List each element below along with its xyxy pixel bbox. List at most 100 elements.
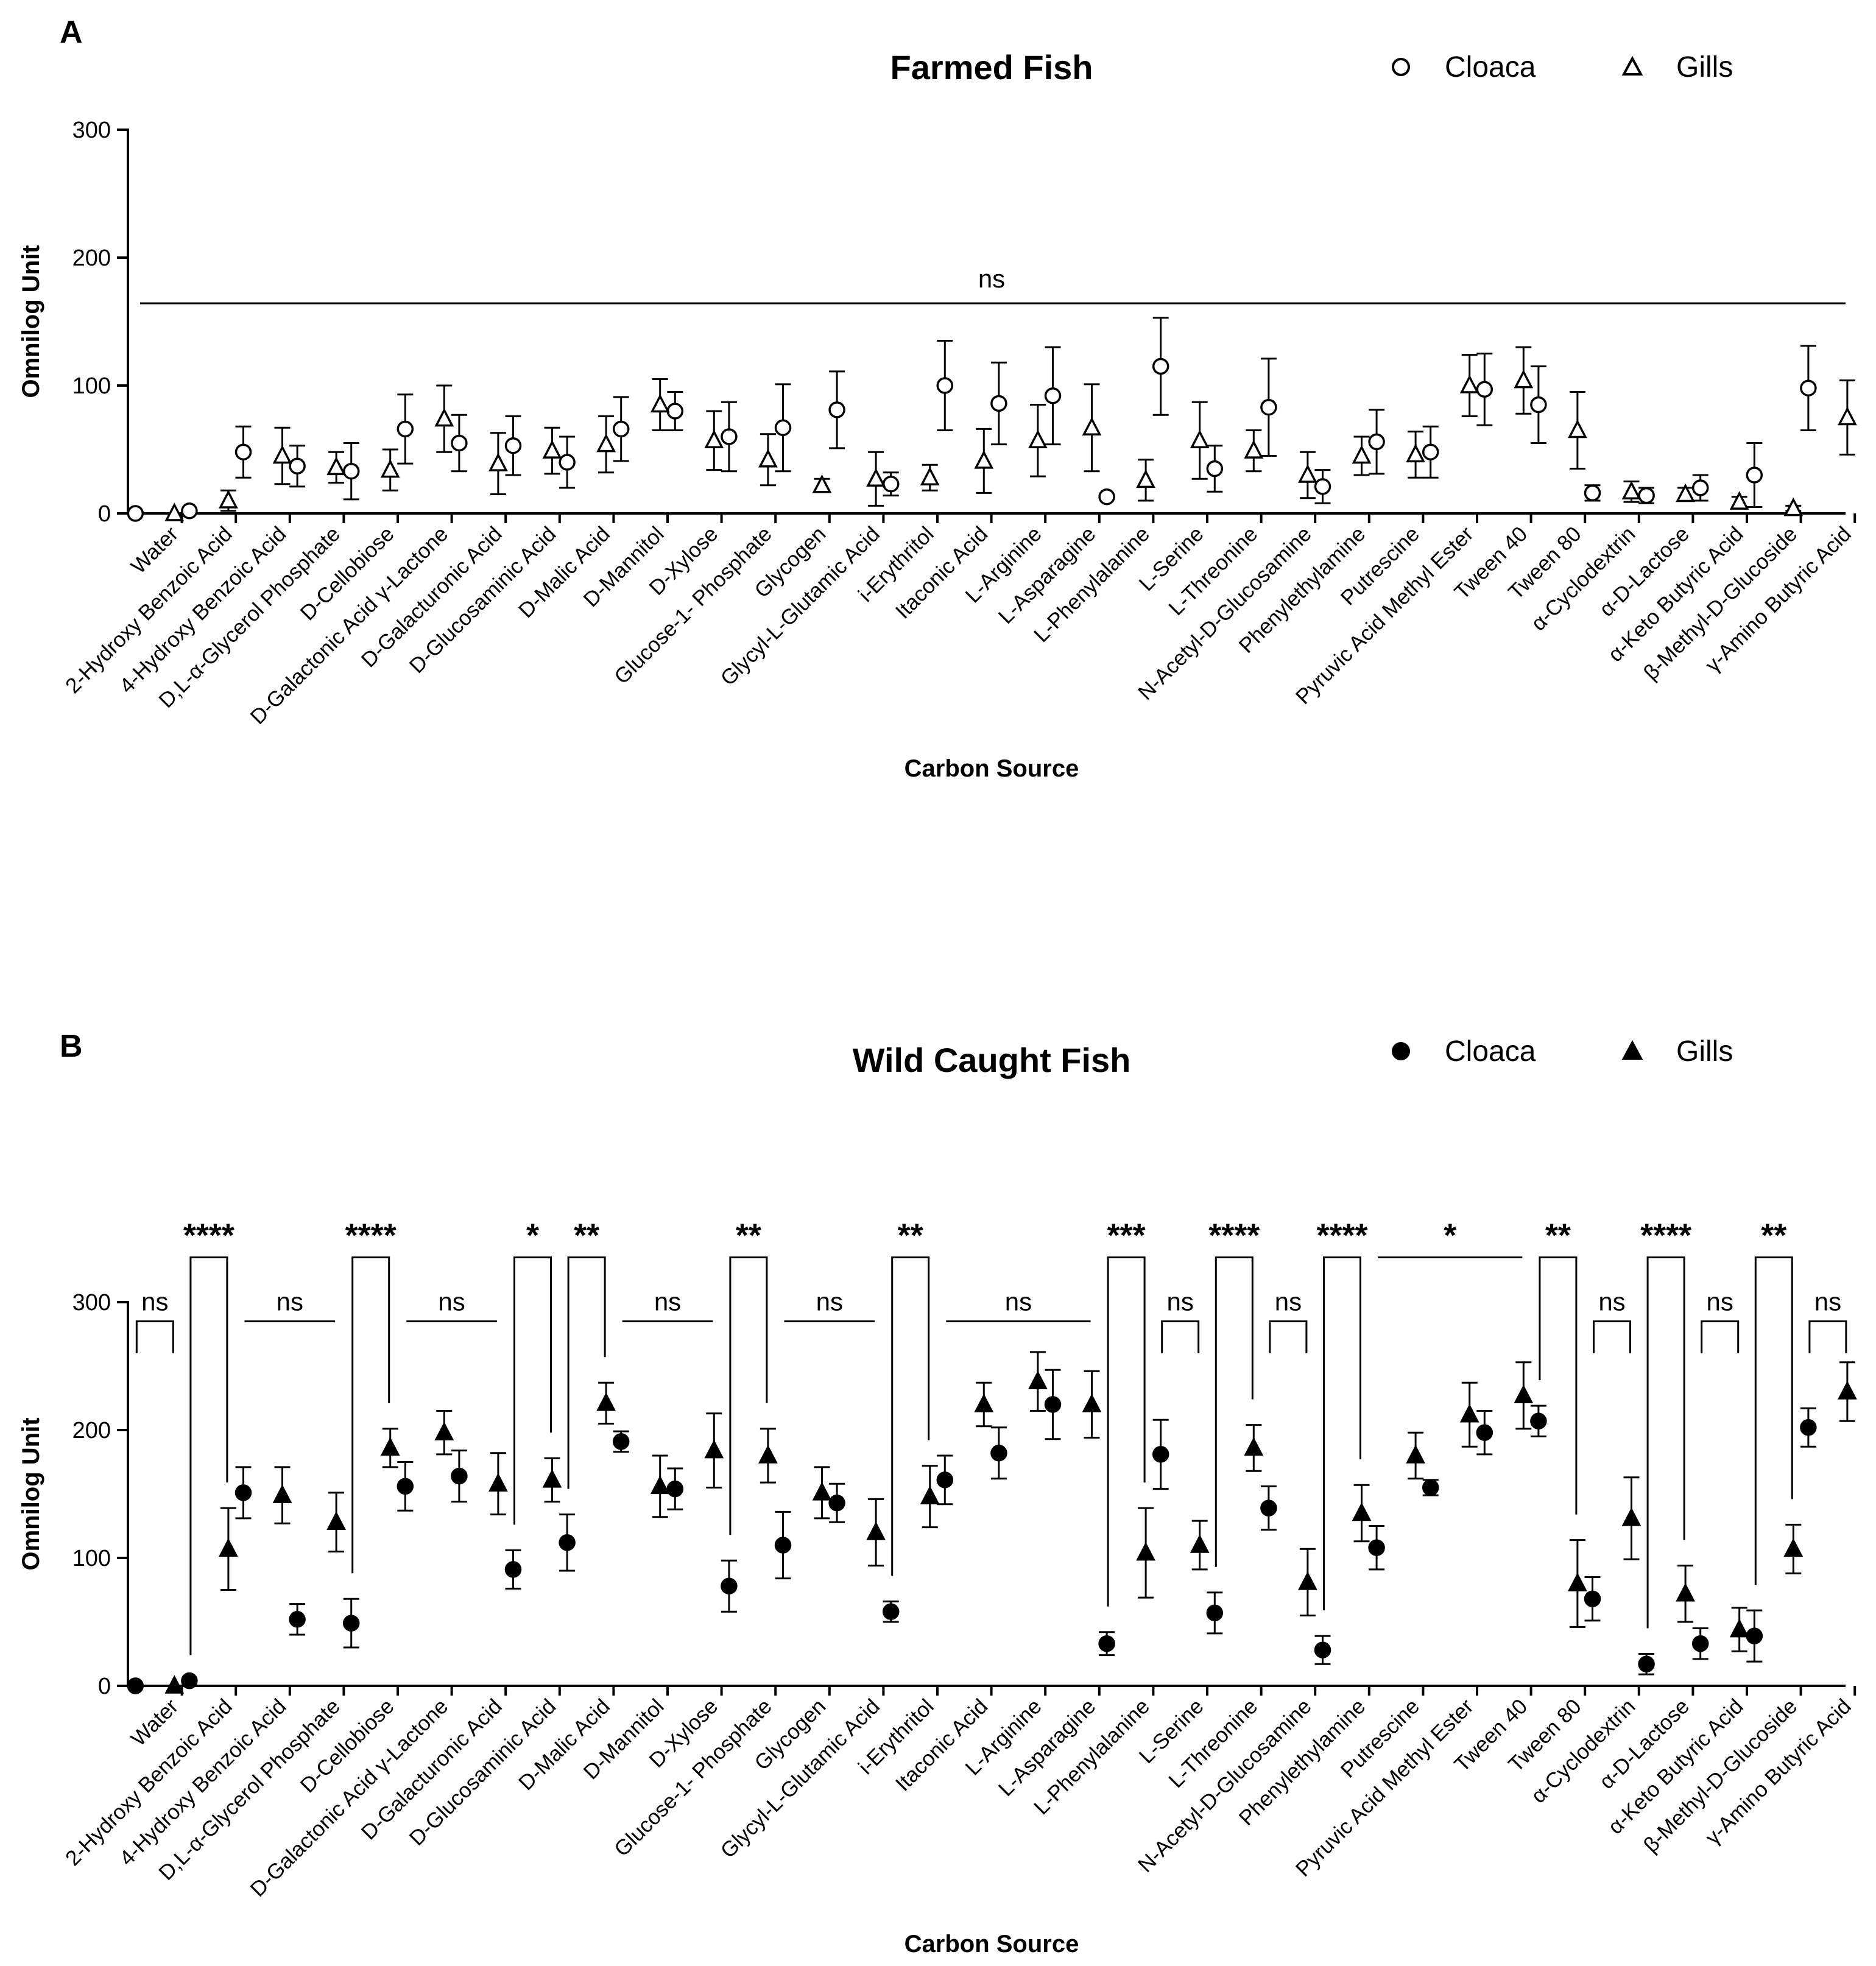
comparison-bracket: [1215, 1256, 1254, 1567]
comparison-bracket: [1161, 1320, 1200, 1353]
point-gills: [1136, 1541, 1155, 1561]
comparison-label: ns: [654, 1288, 681, 1316]
point-cloaca: [1206, 1604, 1224, 1622]
point-cloaca: [1476, 381, 1493, 398]
point-gills: [219, 490, 238, 509]
comparison-label: **: [1545, 1217, 1571, 1254]
legend-label-gills: Gills: [1676, 1035, 1733, 1068]
point-cloaca: [181, 1672, 198, 1689]
y-tick-label: 300: [72, 118, 111, 143]
comparison-bracket: [729, 1256, 768, 1535]
comparison: ns: [1808, 1288, 1847, 1353]
comparison: ****: [1208, 1217, 1260, 1567]
point-gills: [1298, 1571, 1317, 1590]
point-cloaca: [1691, 1635, 1709, 1652]
comparison-bracket: [1269, 1320, 1308, 1353]
comparison-label: *: [526, 1217, 539, 1254]
comparison-label: ns: [1814, 1288, 1841, 1316]
point-gills: [542, 1469, 562, 1488]
point-gills: [326, 456, 346, 476]
legend-marker-cloaca: [1392, 1042, 1410, 1060]
comparison-label: **: [574, 1217, 599, 1254]
x-tick-label: D-Galactonic Acid γ-Lactone: [245, 522, 453, 729]
point-gills: [1190, 1534, 1210, 1553]
panel-A: A Farmed Fish Cloaca Gills 0 100 200 300 Omnilog…: [18, 15, 1857, 782]
point-gills: [1729, 1618, 1749, 1638]
point-cloaca: [666, 403, 684, 420]
comparison-bracket: [891, 1256, 930, 1576]
point-gills: [164, 1675, 185, 1694]
point-cloaca: [774, 419, 792, 437]
comparison-label: ns: [1275, 1288, 1302, 1316]
comparison-bracket: [1701, 1320, 1740, 1353]
series-cloaca: [127, 317, 1817, 522]
point-cloaca: [612, 1433, 630, 1450]
legend: Cloaca Gills: [1392, 1035, 1733, 1068]
point-cloaca: [1530, 396, 1547, 414]
point-gills: [704, 1439, 724, 1459]
point-cloaca: [1800, 379, 1817, 396]
point-cloaca: [1206, 460, 1224, 477]
comparison-bracket: [351, 1256, 390, 1574]
point-gills: [542, 440, 562, 459]
point-cloaca: [1044, 1396, 1062, 1413]
comparison-label: ****: [183, 1217, 234, 1254]
point-gills: [812, 1482, 832, 1501]
point-gills: [1676, 483, 1695, 502]
comparison-bracket: [513, 1256, 552, 1525]
point-gills: [596, 1392, 616, 1411]
point-cloaca: [612, 420, 630, 438]
point-cloaca: [1152, 358, 1169, 375]
y-tick-label: 0: [98, 1674, 111, 1699]
comparison-label: ****: [1208, 1217, 1260, 1254]
point-cloaca: [1368, 433, 1385, 451]
point-cloaca: [1584, 484, 1601, 502]
comparison: ns: [622, 1288, 713, 1322]
comparison-bracket: [1754, 1256, 1793, 1585]
point-gills: [974, 450, 994, 469]
point-gills: [650, 393, 670, 413]
point-cloaca: [1098, 488, 1115, 506]
panel-letter: B: [60, 1029, 83, 1064]
point-cloaca: [127, 505, 144, 522]
legend-label-cloaca: Cloaca: [1445, 1035, 1536, 1068]
point-gills: [1838, 406, 1857, 426]
comparison: *: [513, 1217, 552, 1525]
x-tick-label: D-Cellobiose: [295, 522, 398, 625]
point-cloaca: [289, 1611, 306, 1628]
point-cloaca: [1368, 1539, 1385, 1556]
legend: Cloaca Gills: [1392, 51, 1733, 83]
point-cloaca: [1098, 1635, 1115, 1652]
comparison-bracket: [1646, 1256, 1685, 1629]
point-cloaca: [774, 1537, 792, 1554]
point-gills: [380, 1437, 400, 1456]
point-gills: [812, 474, 832, 493]
point-cloaca: [1260, 1499, 1277, 1517]
point-cloaca: [828, 401, 845, 418]
point-cloaca: [882, 1603, 900, 1620]
comparison: **: [1539, 1217, 1578, 1515]
point-cloaca: [127, 1677, 144, 1694]
point-gills: [1244, 1437, 1264, 1456]
comparison-label: ns: [438, 1288, 465, 1316]
point-cloaca: [721, 1577, 738, 1594]
panel-letter: A: [60, 15, 83, 50]
comparison-bracket: [1107, 1256, 1146, 1607]
comparison-bracket: [135, 1320, 174, 1353]
point-gills: [1028, 429, 1048, 449]
comparison-label: ns: [1707, 1288, 1733, 1316]
comparison: ****: [1316, 1217, 1368, 1611]
point-cloaca: [559, 454, 576, 471]
comparison: ns: [406, 1288, 497, 1322]
comparison: **: [891, 1217, 930, 1576]
point-gills: [1082, 1393, 1102, 1412]
point-cloaca: [666, 1480, 684, 1498]
point-gills: [1136, 469, 1155, 488]
comparison: ns: [244, 1288, 336, 1322]
legend-label-cloaca: Cloaca: [1445, 51, 1536, 83]
comparison: ****: [1640, 1217, 1691, 1629]
comparison: ***: [1107, 1217, 1146, 1607]
x-tick-label: D-Galactonic Acid γ-Lactone: [245, 1694, 453, 1901]
point-gills: [1676, 1583, 1695, 1602]
